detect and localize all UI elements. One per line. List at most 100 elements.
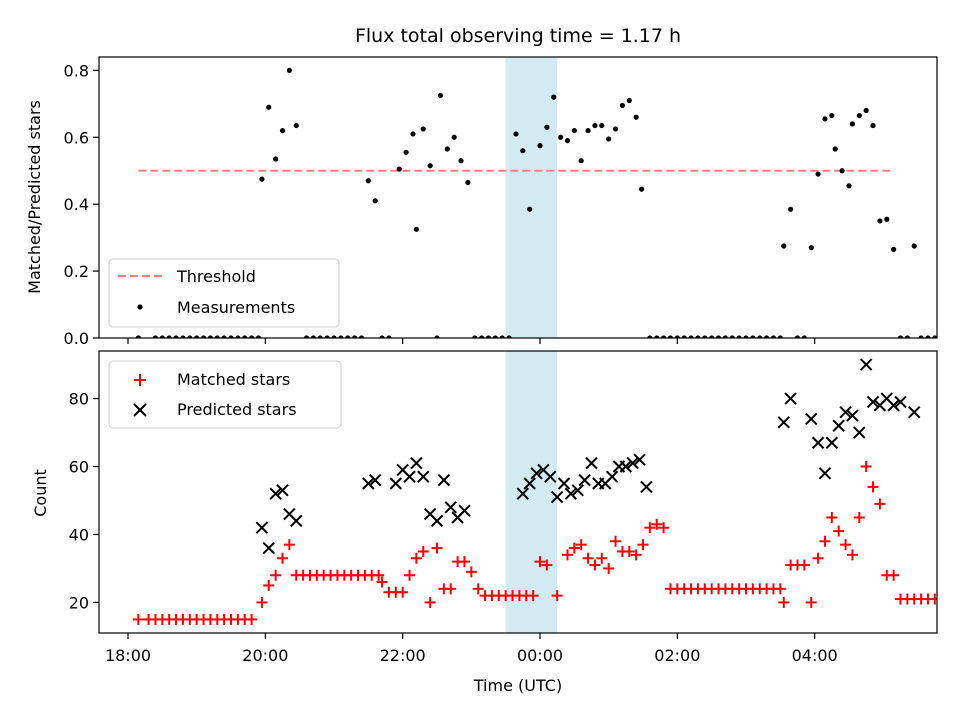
measurement-point — [946, 335, 951, 340]
matched-point — [561, 549, 573, 561]
measurement-point — [544, 124, 550, 130]
measurement-point — [200, 335, 207, 338]
predicted-point — [626, 456, 639, 470]
predicted-point — [805, 412, 818, 426]
predicted-point — [866, 395, 880, 409]
ratio-panel-frame — [98, 56, 938, 339]
matched-point — [424, 596, 436, 608]
measurement-point — [537, 143, 543, 149]
measurement-point — [214, 335, 220, 338]
legend-measurements-label: Measurements — [177, 298, 295, 317]
measurement-point — [750, 335, 756, 338]
predicted-point — [255, 521, 269, 534]
matched-point — [658, 522, 670, 534]
measurement-point — [585, 127, 591, 134]
predicted-point — [585, 456, 598, 470]
predicted-point — [777, 416, 790, 429]
predicted-point — [887, 399, 900, 412]
measurement-point — [386, 335, 392, 338]
measurement-point — [286, 67, 292, 73]
measurement-point — [228, 335, 234, 338]
matched-point — [568, 542, 580, 554]
matched-point — [246, 613, 258, 625]
matched-point — [610, 535, 622, 547]
count-y-tick-label: 40 — [69, 525, 89, 544]
measurement-point — [891, 246, 897, 252]
x-tick-label: 00:00 — [517, 646, 563, 665]
measurement-point — [722, 335, 728, 338]
count-y-tick-label: 60 — [69, 458, 89, 477]
predicted-point — [417, 470, 430, 483]
matched-point — [283, 539, 295, 551]
measurement-point — [207, 335, 213, 338]
matched-point — [867, 481, 879, 493]
measurement-point — [777, 335, 783, 338]
matched-point — [778, 596, 790, 608]
count-legend: Matched stars Predicted stars — [108, 360, 342, 429]
predicted-point — [458, 504, 471, 517]
measurement-point — [633, 114, 639, 120]
measurement-point — [661, 335, 667, 338]
matched-point — [874, 498, 886, 510]
legend-predicted-label: Predicted stars — [177, 400, 297, 419]
predicted-point — [605, 470, 619, 483]
matched-point — [472, 583, 484, 595]
measurement-point — [194, 335, 200, 338]
legend-threshold-label: Threshold — [176, 267, 256, 286]
matched-point — [936, 598, 937, 601]
measurement-point — [427, 163, 433, 169]
highlight-span-bottom — [505, 351, 558, 633]
measurement-point — [592, 122, 598, 129]
matched-point — [458, 556, 470, 568]
predicted-point — [640, 480, 653, 494]
matched-point — [950, 594, 960, 605]
ratio-panel: 0.00.20.40.60.8 Matched/Predicted stars … — [25, 56, 951, 348]
measurement-point — [925, 335, 931, 338]
predicted-point — [578, 473, 591, 487]
measurement-point — [434, 335, 440, 338]
count-y-axis-label: Count — [31, 469, 50, 517]
x-axis-label: Time (UTC) — [473, 676, 562, 695]
matched-point — [445, 583, 457, 595]
matched-point — [270, 569, 282, 581]
predicted-point — [368, 473, 382, 487]
measurement-point — [372, 198, 378, 204]
predicted-point — [290, 514, 303, 528]
matched-point — [840, 539, 852, 551]
measurement-point — [743, 335, 749, 338]
measurement-point — [324, 335, 330, 338]
count-y-tick-label: 20 — [69, 593, 89, 612]
measurement-point — [856, 112, 862, 119]
matched-point — [929, 593, 937, 605]
measurement-point — [506, 335, 512, 338]
measurement-point — [794, 335, 801, 338]
matched-point — [805, 596, 817, 608]
count-y-tick-label: 80 — [69, 390, 89, 409]
measurement-point — [396, 166, 402, 172]
matched-point — [812, 552, 824, 564]
measurement-point — [709, 335, 715, 338]
measurement-point — [451, 134, 457, 140]
matched-point — [637, 539, 649, 551]
measurement-point — [266, 104, 272, 110]
measurement-point — [877, 218, 883, 224]
predicted-point — [784, 392, 797, 405]
measurement-point — [626, 97, 632, 104]
measurement-point — [255, 335, 262, 338]
predicted-point — [633, 453, 646, 466]
measurement-point — [781, 243, 787, 249]
measurement-point — [492, 335, 498, 338]
matched-point — [582, 552, 594, 564]
measurement-point — [242, 335, 248, 338]
matched-point — [527, 590, 539, 602]
predicted-point — [262, 541, 275, 555]
matched-point — [603, 562, 615, 574]
x-tick-label: 04:00 — [792, 646, 838, 665]
measurement-point — [788, 206, 794, 212]
measurement-point — [884, 216, 890, 222]
measurement-point — [159, 335, 165, 338]
measurement-point — [187, 335, 193, 338]
matched-point — [943, 594, 954, 605]
measurement-point — [173, 335, 179, 338]
matched-point — [846, 549, 858, 561]
